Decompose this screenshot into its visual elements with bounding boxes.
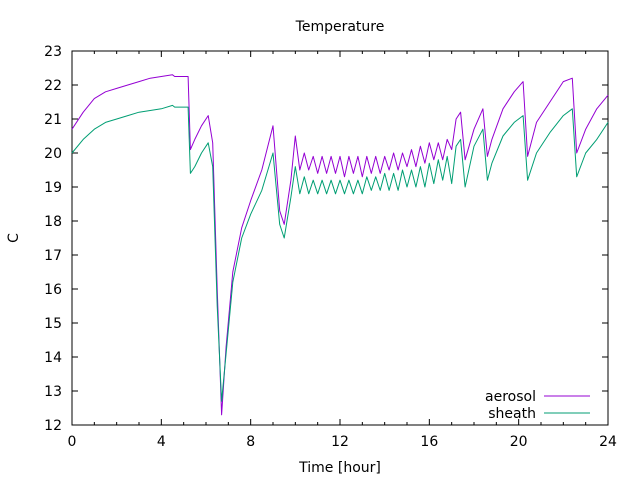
x-axis-ticks: 0 4 8 12 16 20 24 (68, 51, 617, 450)
y-axis-title: C (6, 233, 22, 243)
y-tick-label: 23 (44, 44, 62, 60)
y-tick-label: 17 (44, 248, 62, 264)
chart-title: Temperature (295, 19, 385, 35)
y-tick-label: 21 (44, 112, 62, 128)
y-tick-label: 15 (44, 316, 62, 332)
x-tick-label: 16 (420, 434, 438, 450)
x-tick-label: 8 (246, 434, 255, 450)
series-line-aerosol (71, 74, 609, 416)
y-tick-label: 18 (44, 214, 62, 230)
x-tick-label: 24 (599, 434, 617, 450)
y-tick-label: 14 (44, 350, 62, 366)
x-tick-label: 12 (331, 434, 349, 450)
y-tick-label: 16 (44, 282, 62, 298)
x-axis-title: Time [hour] (298, 460, 381, 476)
legend-label-sheath: sheath (488, 406, 536, 422)
series-lines (71, 74, 609, 416)
y-tick-label: 13 (44, 384, 62, 400)
legend-label-aerosol: aerosol (485, 389, 536, 405)
x-tick-label: 0 (68, 434, 77, 450)
y-tick-label: 20 (44, 146, 62, 162)
y-tick-label: 19 (44, 180, 62, 196)
x-tick-label: 4 (157, 434, 166, 450)
y-axis-ticks: 12 13 14 15 16 17 18 19 20 21 22 23 (44, 44, 608, 434)
y-tick-label: 22 (44, 78, 62, 94)
y-tick-label: 12 (44, 418, 62, 434)
x-tick-label: 20 (510, 434, 528, 450)
series-line-sheath (71, 104, 609, 402)
plot-frame (71, 50, 609, 426)
